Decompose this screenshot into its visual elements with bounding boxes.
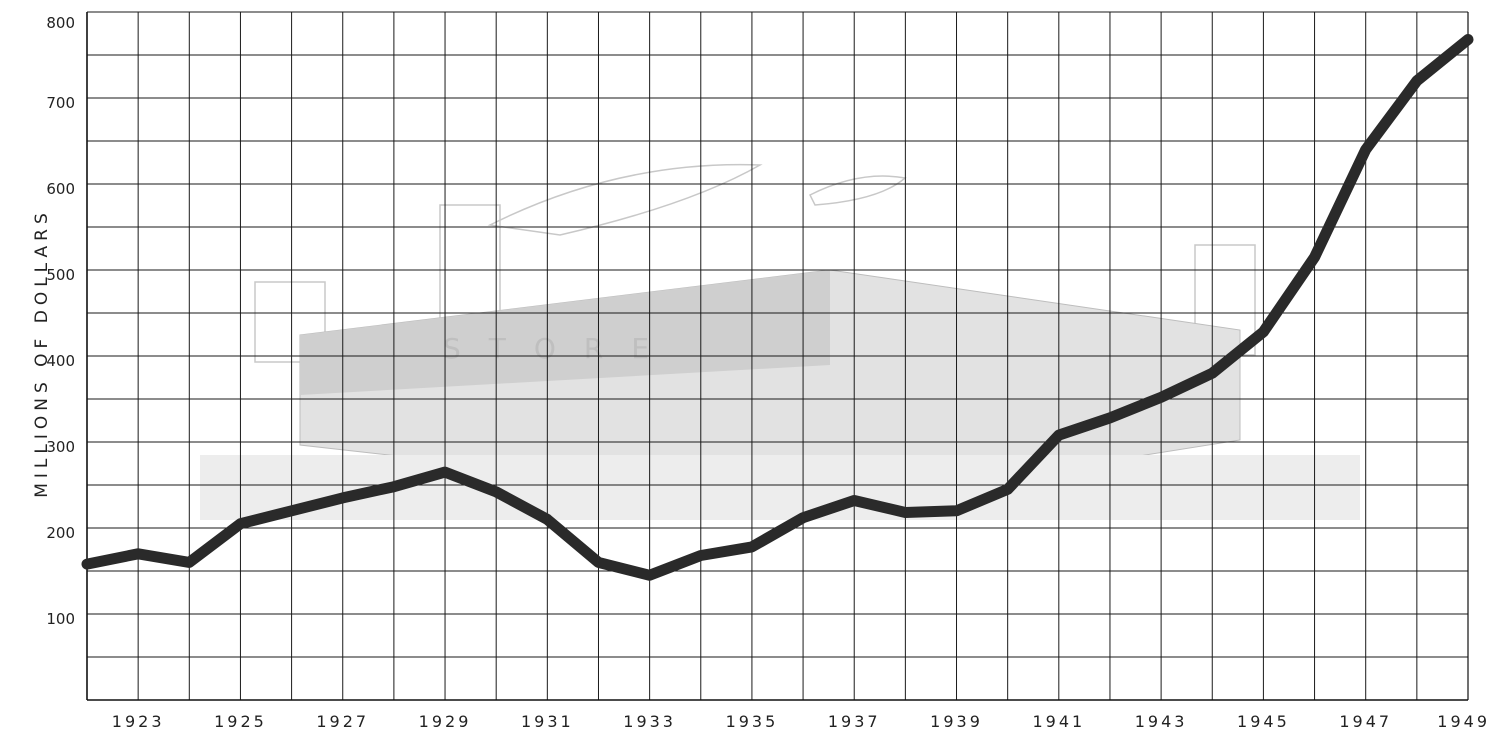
data-point-1942 xyxy=(1109,417,1111,419)
data-point-1925 xyxy=(239,523,241,525)
data-point-1939 xyxy=(956,510,958,512)
y-tick-label-800: 800 xyxy=(46,14,75,32)
data-series xyxy=(81,34,1474,581)
x-tick-label-1949: 1949 xyxy=(1437,712,1490,731)
y-tick-label-600: 600 xyxy=(46,180,75,198)
chart-axes xyxy=(86,12,1469,701)
data-point-1946 xyxy=(1314,256,1316,258)
data-point-1923 xyxy=(137,553,139,555)
x-tick-label-1931: 1931 xyxy=(521,712,574,731)
x-tick-label-1935: 1935 xyxy=(726,712,779,731)
x-tick-label-1939: 1939 xyxy=(930,712,983,731)
series-line xyxy=(81,34,1474,581)
skyline-building xyxy=(254,281,326,363)
data-point-1934 xyxy=(700,555,702,557)
store-sign-text: STORE xyxy=(443,332,677,365)
data-point-1948 xyxy=(1416,80,1418,82)
sky-cloud xyxy=(808,175,907,206)
store-building-watermark: STORE xyxy=(200,163,1360,520)
x-tick-label-1933: 1933 xyxy=(623,712,676,731)
y-tick-label-100: 100 xyxy=(46,610,75,628)
data-point-1926 xyxy=(291,510,293,512)
x-tick-label-1927: 1927 xyxy=(316,712,369,731)
data-point-1928 xyxy=(393,486,395,488)
y-tick-label-200: 200 xyxy=(46,524,75,542)
data-point-1944 xyxy=(1211,372,1213,374)
data-point-1935 xyxy=(751,546,753,548)
data-point-1941 xyxy=(1058,434,1060,436)
store-roof xyxy=(300,270,830,395)
data-point-1937 xyxy=(853,499,855,501)
data-point-1936 xyxy=(802,517,804,519)
x-tick-label-1925: 1925 xyxy=(214,712,267,731)
x-tick-label-1947: 1947 xyxy=(1339,712,1392,731)
data-point-1930 xyxy=(495,491,497,493)
data-point-1924 xyxy=(188,561,190,563)
data-point-1938 xyxy=(904,512,906,514)
y-tick-label-500: 500 xyxy=(46,266,75,284)
y-tick-label-700: 700 xyxy=(46,94,75,112)
data-point-1940 xyxy=(1007,488,1009,490)
data-point-1927 xyxy=(342,497,344,499)
y-tick-label-400: 400 xyxy=(46,352,75,370)
x-tick-label-1923: 1923 xyxy=(112,712,165,731)
data-point-1929 xyxy=(444,471,446,473)
x-tick-label-1945: 1945 xyxy=(1237,712,1290,731)
x-tick-label-1937: 1937 xyxy=(828,712,881,731)
sky-cloud xyxy=(487,163,763,236)
skyline-building xyxy=(439,204,501,326)
data-point-1947 xyxy=(1365,149,1367,151)
data-point-1949 xyxy=(1467,39,1469,41)
x-tick-label-1941: 1941 xyxy=(1032,712,1085,731)
chart-grid xyxy=(86,11,1469,700)
x-tick-label-1929: 1929 xyxy=(419,712,472,731)
data-point-1933 xyxy=(649,574,651,576)
data-point-1932 xyxy=(597,561,599,563)
data-point-1943 xyxy=(1160,396,1162,398)
y-axis-label: MILLIONS OF DOLLARS xyxy=(32,208,52,498)
y-tick-label-300: 300 xyxy=(46,438,75,456)
y-tick-labels: 100 200 300 400 500 600 700 800 xyxy=(46,14,75,628)
data-point-1931 xyxy=(546,518,548,520)
x-tick-label-1943: 1943 xyxy=(1135,712,1188,731)
x-tick-labels: 1923 1925 1927 1929 1931 1933 1935 1937 1939 1941… xyxy=(112,712,1490,731)
data-point-1922 xyxy=(86,563,88,565)
data-point-1945 xyxy=(1262,331,1264,333)
